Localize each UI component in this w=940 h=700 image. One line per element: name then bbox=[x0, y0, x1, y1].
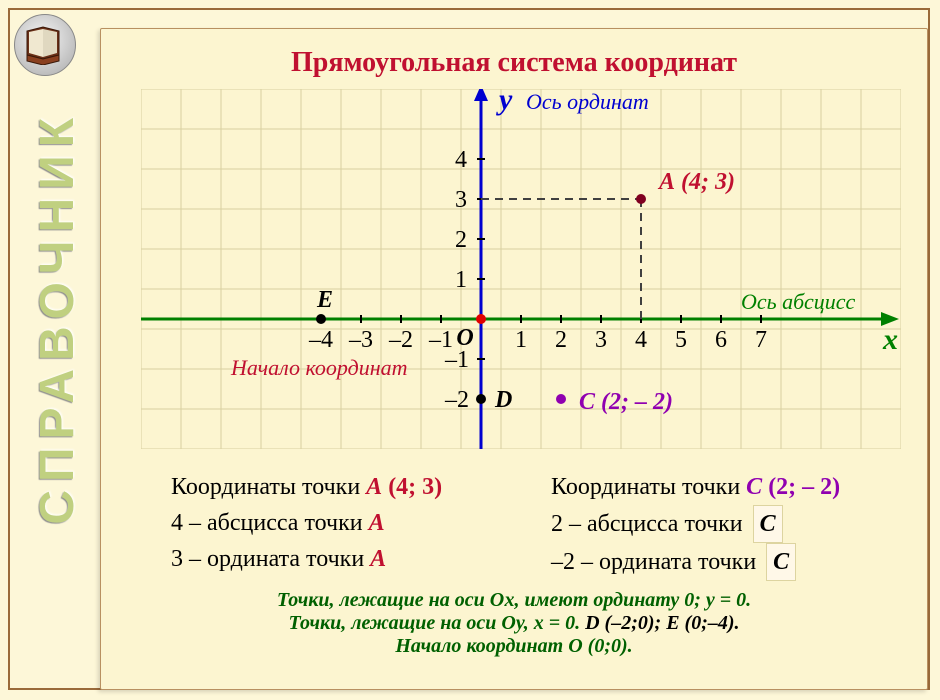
left-text-block: Координаты точки А (4; 3)4 – абсцисса то… bbox=[171, 469, 442, 577]
content-card: Прямоугольная система координат –4–3–2–1… bbox=[100, 28, 928, 690]
svg-text:6: 6 bbox=[715, 327, 727, 353]
svg-text:Ось ординат: Ось ординат bbox=[526, 89, 649, 114]
svg-text:2: 2 bbox=[455, 227, 467, 253]
svg-text:O: O bbox=[456, 325, 473, 351]
svg-text:3: 3 bbox=[595, 327, 607, 353]
svg-text:С (2; – 2): С (2; – 2) bbox=[579, 389, 673, 415]
svg-text:4: 4 bbox=[635, 327, 647, 353]
svg-text:3: 3 bbox=[455, 187, 467, 213]
svg-text:–4: –4 bbox=[308, 327, 333, 353]
footnotes: Точки, лежащие на оси Ох, имеют ординату… bbox=[101, 589, 927, 658]
coordinate-chart: –4–3–2–112345671234–1–2OуxОсь ординатОсь… bbox=[141, 89, 901, 449]
side-title: СПРАВОЧНИК bbox=[30, 110, 85, 525]
svg-text:D: D bbox=[494, 387, 512, 413]
main-title: Прямоугольная система координат bbox=[101, 47, 927, 79]
svg-text:Ось абсцисс: Ось абсцисс bbox=[741, 289, 855, 314]
svg-text:4: 4 bbox=[455, 147, 467, 173]
svg-text:E: E bbox=[316, 287, 333, 313]
svg-text:у: у bbox=[496, 89, 513, 116]
svg-text:–2: –2 bbox=[388, 327, 413, 353]
svg-text:2: 2 bbox=[555, 327, 567, 353]
books-icon bbox=[14, 14, 76, 76]
svg-text:5: 5 bbox=[675, 327, 687, 353]
svg-text:–3: –3 bbox=[348, 327, 373, 353]
svg-text:1: 1 bbox=[455, 267, 467, 293]
svg-text:1: 1 bbox=[515, 327, 527, 353]
svg-text:7: 7 bbox=[755, 327, 767, 353]
svg-text:Начало координат: Начало координат bbox=[230, 355, 408, 380]
svg-text:x: x bbox=[882, 323, 898, 356]
right-text-block: Координаты точки С (2; – 2)2 – абсцисса … bbox=[551, 469, 840, 581]
svg-text:–2: –2 bbox=[444, 387, 469, 413]
svg-text:А (4; 3): А (4; 3) bbox=[657, 169, 735, 195]
